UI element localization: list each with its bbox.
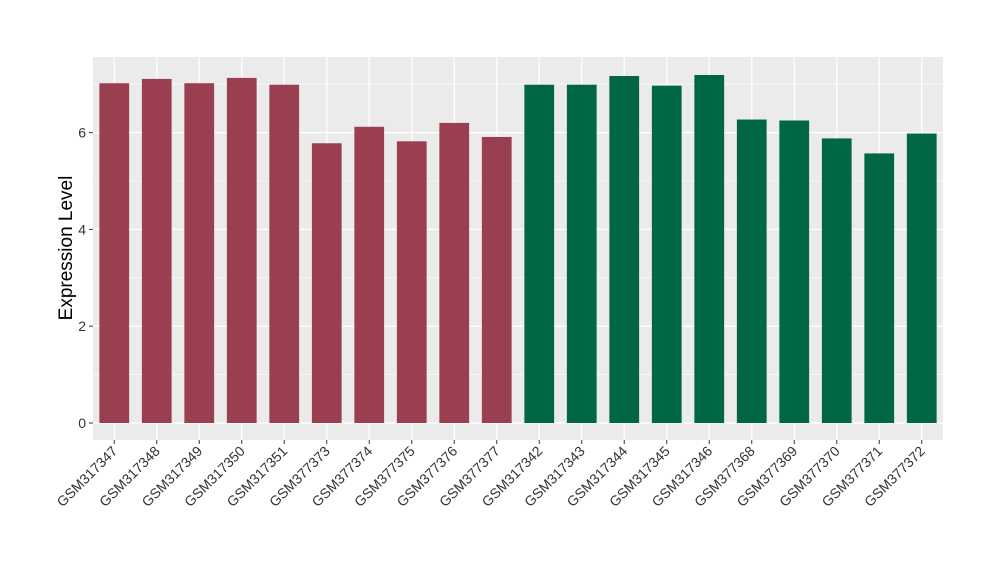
bar xyxy=(99,83,130,424)
y-axis-ticks: 0 2 4 6 xyxy=(78,125,93,431)
bar xyxy=(779,120,810,423)
plot-panel xyxy=(93,57,943,440)
bar xyxy=(566,84,597,424)
y-tick-label: 6 xyxy=(78,125,86,141)
bar xyxy=(184,83,215,424)
bar xyxy=(311,143,342,424)
bar xyxy=(609,75,640,424)
bar xyxy=(269,84,300,424)
y-axis-title: Expression Level xyxy=(56,176,77,321)
x-axis-ticks: GSM317347GSM317348GSM317349GSM317350GSM3… xyxy=(53,440,928,510)
bar xyxy=(524,84,555,424)
bar xyxy=(439,122,470,424)
y-tick-label: 2 xyxy=(78,318,86,334)
bar xyxy=(736,119,767,424)
bar xyxy=(906,133,937,423)
bar xyxy=(694,75,725,423)
bar xyxy=(141,78,172,423)
bar xyxy=(481,136,512,423)
bar xyxy=(226,77,257,424)
bar xyxy=(354,126,385,424)
bar xyxy=(821,138,852,423)
bar xyxy=(396,141,427,423)
bar xyxy=(651,85,682,423)
y-tick-label: 4 xyxy=(78,221,86,237)
y-tick-label: 0 xyxy=(78,415,86,431)
bars xyxy=(99,75,937,424)
bar xyxy=(864,153,895,424)
